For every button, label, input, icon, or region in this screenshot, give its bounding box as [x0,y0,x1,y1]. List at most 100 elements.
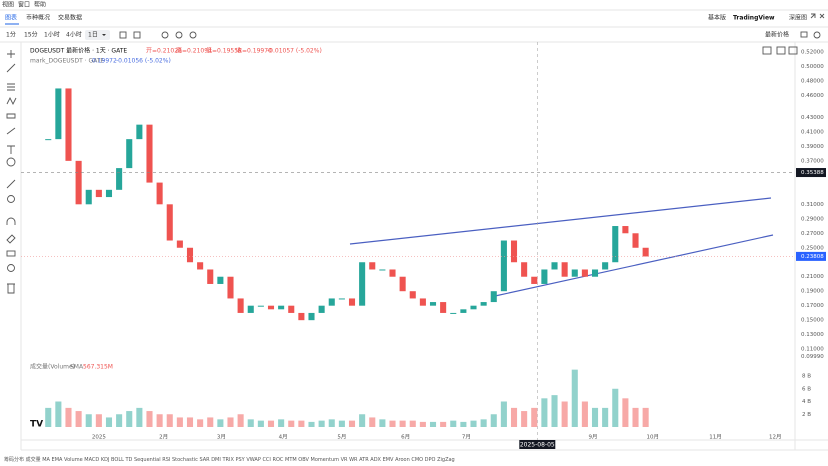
indicator[interactable]: RSI [162,457,170,463]
volume-legend-sma: SMA [70,364,84,371]
indicator[interactable]: VR [341,457,348,463]
candle [612,226,619,263]
volume-bar [55,401,62,427]
indicator[interactable]: Volume [64,457,83,463]
indicator[interactable]: 成交量 [26,456,41,463]
candle [642,247,649,257]
side-buttons [762,46,798,55]
crosshair-label: 2025-08-05 [520,442,555,449]
indicator[interactable]: BOLL [111,457,124,463]
volume-bar [65,407,72,427]
candle [470,305,477,310]
interval[interactable]: 4小时 [66,31,82,39]
view-option[interactable]: TradingView [733,15,775,22]
candle [278,305,285,310]
volume-bar [288,420,295,427]
legend-high: 高=0.21094 [176,47,212,55]
candle [409,291,416,299]
volume-bar [298,420,305,427]
interval[interactable]: 15分 [24,31,38,39]
indicator[interactable]: MTM [285,457,297,463]
indicator[interactable]: WR [349,457,358,463]
trend-line[interactable] [494,234,774,297]
volume-bar [369,417,376,427]
indicator[interactable]: EMA [52,457,63,463]
y-tick-label: 0.31000 [801,202,824,208]
x-tick-label: 9月 [588,434,597,441]
volume-bar [510,407,518,427]
interval[interactable]: 1分 [6,31,16,39]
volume-bar [531,407,538,427]
indicator[interactable]: DMI [211,457,221,463]
indicator[interactable]: 筹码分布 [4,456,24,463]
price-source[interactable]: 最新价格 [765,31,789,39]
volume-bar [75,411,82,427]
indicator[interactable]: CCI [262,457,270,463]
y-tick-label: 0.52000 [801,50,824,56]
candle [531,276,538,284]
menu-item[interactable]: 窗口 [18,1,30,9]
indicator[interactable]: CMO [411,457,423,463]
volume-bar [95,414,102,427]
menu-item[interactable]: 帮助 [34,1,46,9]
view-option[interactable]: 深度图 [789,14,807,22]
indicator[interactable]: EMV [383,457,394,463]
volume-bar [480,419,487,427]
candle [419,298,426,306]
price-label-bg [796,251,826,261]
indicator[interactable]: TD Sequential [125,457,161,463]
indicator[interactable]: PSY [235,457,245,463]
volume-bar [571,369,578,427]
tv-logo: TV [30,420,43,430]
indicator[interactable]: DPO [425,457,436,463]
indicator[interactable]: Stochastic [172,457,198,463]
menu-item[interactable]: 视图 [2,1,14,9]
candle [156,182,163,205]
y-tick-label: 0.21000 [801,274,824,280]
volume-bar [197,419,204,427]
tab[interactable]: 币种概况 [26,14,50,22]
candle [197,262,204,270]
x-tick-label: 3月 [217,434,226,441]
indicator[interactable]: TRIX [221,457,234,463]
indicator[interactable]: OBV [298,457,309,463]
indicator[interactable]: KDJ [101,457,110,463]
indicator[interactable]: MA [42,457,50,463]
indicator[interactable]: MACD [84,457,99,463]
indicator[interactable]: SAR [199,457,210,463]
indicator[interactable]: VWAP [246,457,261,463]
close-icon[interactable] [819,13,825,19]
interval[interactable]: 1小时 [44,31,60,39]
y-tick-label: 0.46000 [801,93,824,99]
indicator[interactable]: ROC [273,457,284,463]
dropdown-icon[interactable] [102,34,106,36]
volume-bar [348,420,356,427]
legend-mark-value: 0.19972 [92,58,117,65]
indicator[interactable]: ATR [359,457,369,463]
volume-bar [217,419,224,427]
volume-bar [267,420,275,427]
tab[interactable]: 图表 [5,14,17,22]
tab[interactable]: 交易数据 [58,14,82,22]
legend-open: 开=0.21028 [146,48,182,55]
volume-bar [602,407,609,427]
indicator[interactable]: Momentum [311,457,340,463]
interval-selected[interactable] [85,30,110,40]
x-tick-label: 4月 [279,434,288,441]
candle [571,269,578,277]
candle [176,240,183,248]
toolbar-icons [119,31,197,39]
view-option[interactable]: 基本版 [708,14,726,22]
interval[interactable]: 1日 [88,32,98,39]
indicator[interactable]: Aroon [395,457,410,463]
x-tick-label: 12月 [769,434,782,441]
candle [146,124,153,183]
expand-icon[interactable] [810,13,816,19]
volume-bar [409,420,416,427]
indicator[interactable]: ZigZag [437,457,455,463]
indicator[interactable]: ADX [370,457,381,463]
trend-line[interactable] [349,197,772,245]
volume-bar [399,420,406,427]
volume-tick-label: 2 B [802,412,811,418]
volume-bar [156,414,163,427]
